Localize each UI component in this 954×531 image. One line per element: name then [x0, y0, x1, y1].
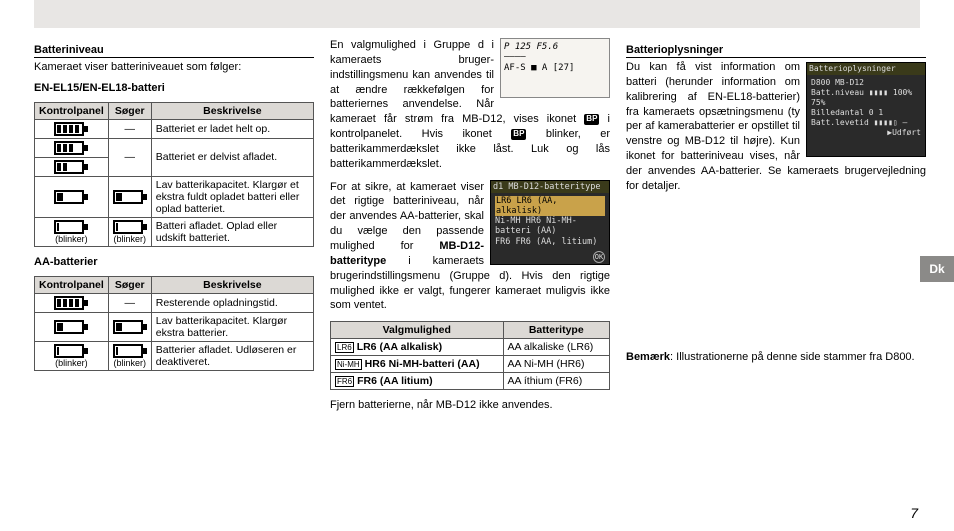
lcd-battery-info: Batterioplysninger D800 MB-D12 Batt.nive…	[806, 62, 926, 157]
battery-icon	[113, 190, 147, 204]
lcd-line: ————	[504, 52, 606, 62]
th-batteritype: Batteritype	[503, 322, 609, 339]
battery-icon	[113, 220, 147, 234]
lcd-title: d1 MB-D12-batteritype	[491, 181, 609, 193]
cell-finder	[108, 312, 151, 341]
lcd-top-panel: P 125 F5.6 ———— AF-S ■ A [27]	[500, 38, 610, 98]
cell-desc: Batteriet er ladet helt op.	[151, 119, 313, 138]
cell-desc: Batterier afladet. Udlø­seren er deaktiv…	[151, 341, 313, 370]
battery-icon	[54, 190, 88, 204]
lcd-row: D800 MB-D12	[811, 78, 921, 88]
note-text: : Illustrationerne på denne side stammer…	[670, 351, 915, 363]
lcd-menu-batteritype: d1 MB-D12-batteritype LR6 LR6 (AA, alkal…	[490, 180, 610, 265]
cell-panel-icon	[35, 293, 109, 312]
battery-icon	[54, 141, 88, 155]
sub-en-el: EN-EL15/EN-EL18-batteri	[34, 81, 314, 96]
cell-panel-icon: (blinker)	[35, 341, 109, 370]
intro-text: Kameraet viser batteriniveauet som følge…	[34, 60, 314, 75]
cell-panel-icon: (blinker)	[35, 217, 109, 246]
cell-desc: Batteri afladet. Oplad eller udskift bat…	[151, 217, 313, 246]
cell-desc: Resterende oplad­ningstid.	[151, 293, 313, 312]
cell-type: AA íthium (FR6)	[503, 373, 609, 390]
lcd-line: AF-S ■ A [27]	[504, 63, 606, 73]
note-label: Bemærk	[626, 351, 670, 363]
lcd-ok: OK	[495, 251, 605, 263]
cell-option: FR6FR6 (AA litium)	[331, 373, 504, 390]
cell-finder: —	[108, 138, 151, 176]
lcd-row: ▶Udført	[811, 128, 921, 138]
page-number: 7	[910, 505, 918, 521]
cell-finder	[108, 176, 151, 217]
cell-finder: (blinker)	[108, 217, 151, 246]
top-grey-bar	[34, 0, 920, 28]
th-beskrivelse-2: Beskrivelse	[151, 276, 313, 293]
cell-desc: Lav batterikapacitet. Klargør et ekstra …	[151, 176, 313, 217]
lcd-row: Batt.niveau ▮▮▮▮ 100% 75%	[811, 88, 921, 108]
table-en-el: Kontrolpanel Søger Beskrivelse —Batterie…	[34, 102, 314, 247]
lcd-title: Batterioplysninger	[807, 63, 925, 75]
column-middle: P 125 F5.6 ———— AF-S ■ A [27] En valgmul…	[330, 36, 610, 419]
lcd-row-selected: LR6 LR6 (AA, alkalisk)	[495, 196, 605, 216]
th-soger: Søger	[108, 102, 151, 119]
bp-icon: BP	[584, 114, 599, 125]
battery-icon	[54, 160, 88, 174]
cell-option: Ni-MHHR6 Ni-MH-batteri (AA)	[331, 356, 504, 373]
cell-panel-icon	[35, 138, 109, 157]
column-right: Batterioplysninger Batterioplysninger D8…	[626, 36, 926, 419]
cell-panel-icon	[35, 157, 109, 176]
battery-icon	[54, 320, 88, 334]
note: Bemærk: Illustrationerne på denne side s…	[626, 350, 926, 365]
cell-finder: (blinker)	[108, 341, 151, 370]
lcd-row: FR6 FR6 (AA, litium)	[495, 237, 605, 247]
page-content: Batteriniveau Kameraet viser batterinive…	[0, 0, 954, 429]
battery-icon	[113, 320, 147, 334]
battery-icon	[113, 344, 147, 358]
cell-type: AA alkaliske (LR6)	[503, 339, 609, 356]
cell-option: LR6LR6 (AA alkalisk)	[331, 339, 504, 356]
battery-icon	[54, 220, 88, 234]
th-valgmulighed: Valgmulighed	[331, 322, 504, 339]
cell-panel-icon	[35, 312, 109, 341]
language-tab: Dk	[920, 256, 954, 282]
battery-icon	[54, 344, 88, 358]
cell-desc: Batteriet er delvist afladet.	[151, 138, 313, 176]
cell-finder: —	[108, 119, 151, 138]
heading-battery-level: Batteriniveau	[34, 44, 314, 58]
cell-type: AA Ni-MH (HR6)	[503, 356, 609, 373]
th-beskrivelse: Beskrivelse	[151, 102, 313, 119]
cell-panel-icon	[35, 119, 109, 138]
lcd-line: P 125 F5.6	[504, 42, 606, 52]
text: Du kan få vist informa­tion om batteri (…	[626, 61, 800, 118]
heading-batterioplysninger: Batterioplysninger	[626, 44, 926, 58]
cell-desc: Lav batterikapacitet. Klargør ekstra bat…	[151, 312, 313, 341]
th-soger-2: Søger	[108, 276, 151, 293]
cell-panel-icon	[35, 176, 109, 217]
sub-aa: AA-batterier	[34, 255, 314, 270]
battery-icon	[54, 122, 88, 136]
lcd-row: Batt.levetid ▮▮▮▮▯ —	[811, 118, 921, 128]
lcd-row: Billedantal 0 1	[811, 108, 921, 118]
th-kontrolpanel-2: Kontrolpanel	[35, 276, 109, 293]
lcd-row: Ni-MH HR6 Ni-MH-batteri (AA)	[495, 216, 605, 236]
th-kontrolpanel: Kontrolpanel	[35, 102, 109, 119]
footer-note: Fjern batterierne, når MB-D12 ikke anven…	[330, 398, 610, 413]
table-batteritype: Valgmulighed Batteritype LR6LR6 (AA alka…	[330, 321, 610, 390]
cell-finder: —	[108, 293, 151, 312]
table-aa: Kontrolpanel Søger Beskrivelse —Resteren…	[34, 276, 314, 371]
battery-icon	[54, 296, 88, 310]
bp-icon: BP	[511, 129, 526, 140]
column-left: Batteriniveau Kameraet viser batterinive…	[34, 36, 314, 419]
